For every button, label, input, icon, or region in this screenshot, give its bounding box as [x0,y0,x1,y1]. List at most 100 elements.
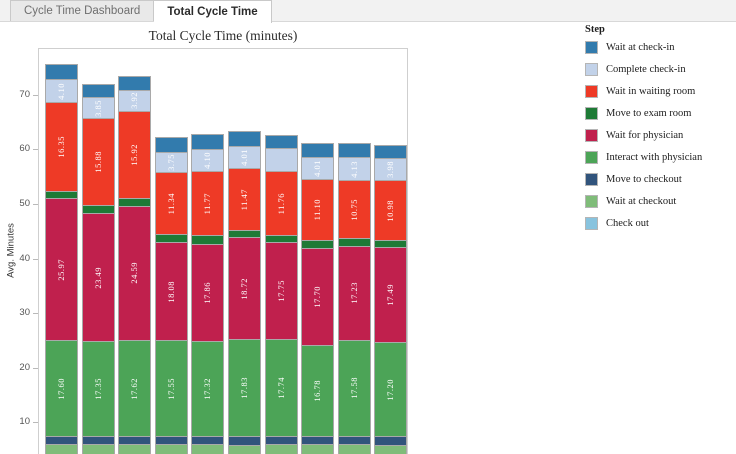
legend-item-wait-at-check-in[interactable]: Wait at check-in [585,41,735,54]
bar-segment-wait-at-check-in[interactable] [301,143,334,159]
tab-total-cycle-time[interactable]: Total Cycle Time [154,0,272,23]
bar-segment-move-to-exam-room[interactable] [374,240,407,248]
bar-segment-wait-at-checkout[interactable] [82,445,115,454]
bar-segment-complete-check-in[interactable] [265,149,298,173]
bar-segment-move-to-checkout[interactable] [374,437,407,446]
bar-segment-wait-at-check-in[interactable] [265,135,298,150]
stacked-bar: 4.10 16.35 25.97 17.60 [45,64,78,454]
bar-segment-wait-at-check-in[interactable] [228,131,261,147]
bar-segment-complete-check-in[interactable]: 4.01 [228,146,261,169]
bar-segment-move-to-checkout[interactable] [338,436,371,445]
bar-segment-wait-for-physician[interactable]: 18.72 [228,237,261,341]
bar-segment-wait-for-physician[interactable]: 17.86 [191,244,224,343]
legend-swatch [585,129,598,142]
legend-item-check-out[interactable]: Check out [585,217,735,230]
bar-segment-wait-at-check-in[interactable] [155,137,188,153]
bar-segment-wait-at-checkout[interactable] [155,445,188,454]
bar-segment-wait-for-physician[interactable]: 25.97 [45,199,78,341]
bar-segment-complete-check-in[interactable]: 4.13 [338,158,371,181]
bar-segment-complete-check-in[interactable]: 3.98 [374,159,407,181]
bar-segment-move-to-exam-room[interactable] [301,240,334,249]
bar-segment-move-to-exam-room[interactable] [338,239,371,247]
bar-segment-wait-at-checkout[interactable] [45,445,78,454]
bar-segment-move-to-exam-room[interactable] [155,235,188,243]
legend-item-interact-with-physician[interactable]: Interact with physician [585,151,735,164]
legend-item-wait-at-checkout[interactable]: Wait at checkout [585,195,735,208]
bar-segment-wait-in-waiting-room[interactable]: 11.76 [265,172,298,237]
bar-segment-wait-at-check-in[interactable] [82,84,115,99]
bar-segment-wait-at-check-in[interactable] [45,64,78,81]
bar-segment-complete-check-in[interactable]: 4.10 [45,80,78,103]
bar-segment-wait-for-physician[interactable]: 17.75 [265,242,298,340]
legend-item-wait-for-physician[interactable]: Wait for physician [585,129,735,142]
bar-segment-wait-at-checkout[interactable] [301,445,334,454]
legend-item-complete-check-in[interactable]: Complete check-in [585,63,735,76]
bar-segment-move-to-exam-room[interactable] [265,236,298,243]
bar-segment-move-to-exam-room[interactable] [191,236,224,245]
bar-segment-wait-for-physician[interactable]: 24.59 [118,206,151,341]
bar-segment-move-to-checkout[interactable] [228,437,261,446]
legend-item-move-to-exam-room[interactable]: Move to exam room [585,107,735,120]
bar-segment-complete-check-in[interactable]: 3.75 [155,152,188,174]
bar-segment-interact-with-physician[interactable]: 16.78 [301,345,334,438]
bar-segment-interact-with-physician[interactable]: 17.83 [228,340,261,438]
bar-segment-move-to-exam-room[interactable] [228,231,261,238]
bar-segment-interact-with-physician[interactable]: 17.62 [118,340,151,438]
y-tick-label: 70 [19,88,30,100]
bar-segment-interact-with-physician[interactable]: 17.74 [265,339,298,437]
bar-segment-complete-check-in[interactable]: 4.10 [191,149,224,173]
bar-segment-move-to-exam-room[interactable] [118,198,151,207]
bar-segment-wait-at-checkout[interactable] [118,445,151,454]
bar-segment-move-to-checkout[interactable] [265,436,298,445]
stacked-bar: 4.10 11.77 17.86 17.32 [191,134,224,454]
bar-segment-move-to-exam-room[interactable] [82,205,115,215]
bar-segment-interact-with-physician[interactable]: 17.60 [45,340,78,438]
bar-segment-wait-in-waiting-room[interactable]: 15.92 [118,112,151,199]
bar-segment-wait-at-check-in[interactable] [191,134,224,150]
bar-segment-interact-with-physician[interactable]: 17.55 [155,341,188,438]
tab-cycle-time-dashboard[interactable]: Cycle Time Dashboard [10,0,155,21]
bar-segment-wait-in-waiting-room[interactable]: 10.75 [338,180,371,240]
bar-segment-move-to-checkout[interactable] [301,437,334,446]
bar-segment-wait-in-waiting-room[interactable]: 11.10 [301,180,334,241]
bar-segment-wait-in-waiting-room[interactable]: 11.77 [191,172,224,237]
bar-segment-move-to-checkout[interactable] [155,437,188,446]
bar-segment-wait-at-check-in[interactable] [374,145,407,160]
bar-segment-wait-for-physician[interactable]: 18.08 [155,242,188,342]
bar-segment-wait-at-checkout[interactable] [228,445,261,454]
bar-segment-wait-at-checkout[interactable] [191,444,224,454]
bar-segment-interact-with-physician[interactable]: 17.20 [374,343,407,438]
bar-segment-complete-check-in[interactable]: 4.01 [301,158,334,181]
legend-item-wait-in-waiting-room[interactable]: Wait in waiting room [585,85,735,98]
bar-segment-interact-with-physician[interactable]: 17.58 [338,340,371,437]
bar-segment-value: 17.23 [349,282,360,304]
bar-segment-interact-with-physician[interactable]: 17.32 [191,342,224,437]
bar-segment-wait-for-physician[interactable]: 23.49 [82,214,115,343]
bar-segment-interact-with-physician[interactable]: 17.35 [82,342,115,438]
bar-segment-wait-for-physician[interactable]: 17.23 [338,246,371,341]
bar-segment-wait-in-waiting-room[interactable]: 11.47 [228,168,261,232]
bar-segment-wait-at-check-in[interactable] [338,143,371,159]
bar-segment-complete-check-in[interactable]: 3.85 [82,98,115,120]
bar-segment-value: 4.13 [349,160,360,178]
bar-segment-move-to-checkout[interactable] [82,437,115,446]
bar-segment-wait-at-checkout[interactable] [265,444,298,454]
bar-segment-wait-in-waiting-room[interactable]: 11.34 [155,173,188,236]
bar-segment-complete-check-in[interactable]: 3.92 [118,90,151,113]
bar-segment-wait-at-checkout[interactable] [374,445,407,454]
bar-segment-wait-in-waiting-room[interactable]: 16.35 [45,102,78,193]
legend-swatch [585,107,598,120]
bar-segment-move-to-exam-room[interactable] [45,192,78,200]
bar-segment-move-to-checkout[interactable] [118,437,151,446]
legend-item-move-to-checkout[interactable]: Move to checkout [585,173,735,186]
stacked-bar: 3.75 11.34 18.08 17.55 [155,137,188,454]
bar-segment-wait-for-physician[interactable]: 17.49 [374,247,407,344]
bar-segment-wait-for-physician[interactable]: 17.70 [301,248,334,346]
bar-segment-wait-at-check-in[interactable] [118,76,151,91]
bar-segment-wait-at-checkout[interactable] [338,444,371,454]
bar-segment-wait-in-waiting-room[interactable]: 15.88 [82,119,115,206]
bar-segment-wait-in-waiting-room[interactable]: 10.98 [374,180,407,241]
y-tick-label: 30 [19,307,30,319]
bar-segment-move-to-checkout[interactable] [191,436,224,445]
bar-segment-move-to-checkout[interactable] [45,437,78,446]
